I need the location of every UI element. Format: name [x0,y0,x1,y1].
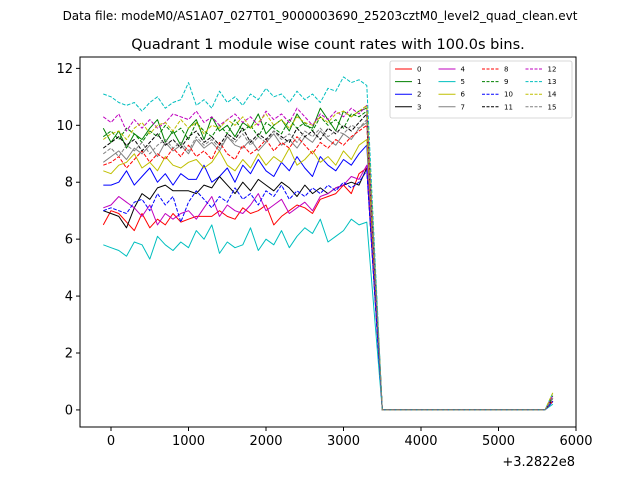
series-line-6 [103,139,554,411]
legend-label-14: 14 [548,91,557,99]
series-line-4 [103,164,554,411]
chart-suptitle: Data file: modeM0/AS1A07_027T01_90000036… [63,9,578,23]
legend-label-8: 8 [504,66,508,74]
legend-label-7: 7 [461,103,465,111]
x-tick-label: 2000 [249,434,282,449]
legend-label-9: 9 [504,78,508,86]
x-tick-label: 5000 [482,434,515,449]
y-tick-label: 6 [65,233,73,248]
chart-title: Quadrant 1 module wise count rates with … [131,37,525,53]
x-tick-label: 0 [107,434,115,449]
series-line-3 [103,167,554,411]
x-axis-offset-label: +3.2822e8 [502,455,575,470]
y-tick-label: 2 [65,347,73,362]
legend-label-0: 0 [417,66,421,74]
y-axis: 0 2 4 6 8 10 12 [56,62,80,418]
series-line-7 [103,122,554,411]
legend-label-12: 12 [548,66,557,74]
x-tick-label: 6000 [559,434,592,449]
legend-label-6: 6 [461,91,466,99]
legend-label-1: 1 [417,78,421,86]
plot-frame [79,56,577,428]
x-axis: 0 1000 2000 3000 4000 5000 6000 [107,427,593,449]
series-line-11 [103,113,554,411]
legend-label-11: 11 [504,103,513,111]
legend-label-13: 13 [548,78,557,86]
legend-label-5: 5 [461,78,465,86]
series-line-15 [103,119,554,411]
y-tick-label: 8 [65,176,73,191]
series-line-13 [103,76,554,411]
series-line-0 [102,167,554,411]
legend-box [389,60,573,119]
legend-label-10: 10 [504,91,513,99]
series-line-2 [103,144,554,411]
y-tick-label: 12 [56,62,73,77]
series-line-8 [103,124,554,411]
plot-lines [102,76,554,411]
legend-label-3: 3 [417,103,421,111]
x-tick-label: 3000 [327,434,360,449]
series-line-10 [103,170,554,411]
series-line-9 [103,110,554,411]
legend-label-4: 4 [461,66,466,74]
x-tick-label: 1000 [172,434,205,449]
legend-label-15: 15 [548,103,557,111]
series-line-1 [102,107,554,411]
legend-label-2: 2 [417,91,421,99]
x-tick-label: 4000 [404,434,437,449]
series-line-5 [103,218,554,411]
series-line-14 [103,104,554,411]
series-line-12 [103,104,554,411]
y-tick-label: 4 [65,290,73,305]
y-tick-label: 10 [56,119,73,134]
y-tick-label: 0 [65,403,73,418]
